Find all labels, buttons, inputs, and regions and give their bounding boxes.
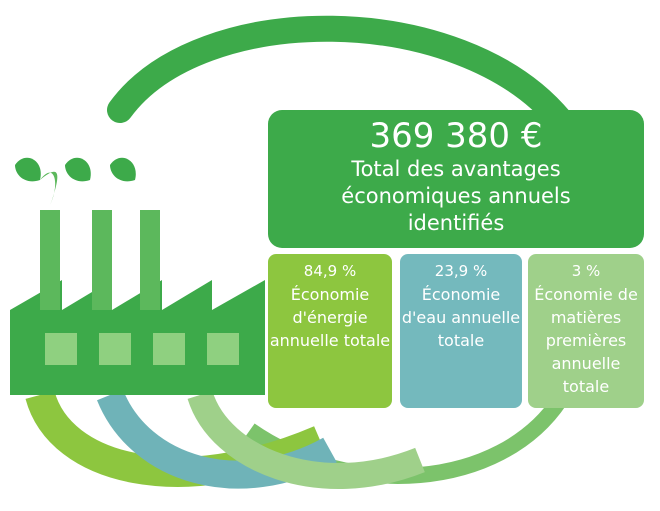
total-label: Total des avantages économiques annuels … <box>306 156 606 237</box>
infographic: 369 380 € Total des avantages économique… <box>0 0 660 511</box>
chimney <box>92 210 112 310</box>
arc <box>120 29 560 120</box>
total-amount: 369 380 € <box>268 116 644 156</box>
box: 23,9 % Économie d'eau annuelle totale <box>400 254 522 408</box>
box-value: 23,9 % <box>400 260 522 283</box>
box: 84,9 % Économie d'énergie annuelle total… <box>268 254 392 408</box>
box-label: Économie d'eau annuelle totale <box>400 283 522 352</box>
box-value: 84,9 % <box>268 260 392 283</box>
box-label: Économie d'énergie annuelle totale <box>268 283 392 352</box>
chimney <box>40 210 60 310</box>
summary-box: 369 380 € Total des avantages économique… <box>268 110 644 248</box>
box-value: 3 % <box>528 260 644 283</box>
box-label: Économie de matières premières annuelle … <box>528 283 644 398</box>
leaves <box>15 158 136 205</box>
chimney <box>140 210 160 310</box>
box: 3 % Économie de matières premières annue… <box>528 254 644 408</box>
